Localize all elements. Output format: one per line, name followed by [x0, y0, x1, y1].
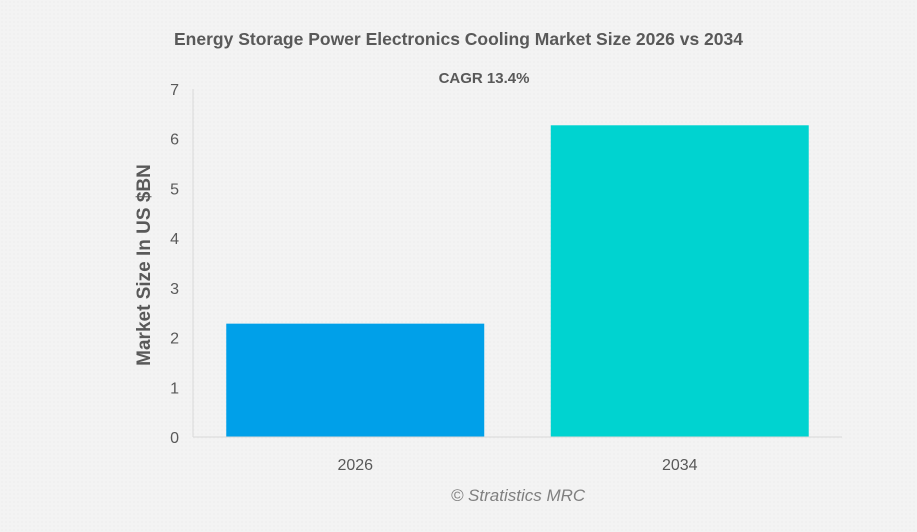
- x-tick-label: 2026: [337, 457, 373, 474]
- y-tick-label: 7: [170, 82, 179, 99]
- y-tick-label: 3: [170, 281, 179, 298]
- x-tick-label: 2034: [662, 457, 698, 474]
- bar-2026: [226, 323, 485, 437]
- bar-2034: [550, 125, 809, 437]
- y-tick-label: 4: [170, 231, 179, 248]
- y-tick-label: 0: [170, 430, 179, 447]
- y-tick-label: 5: [170, 181, 179, 198]
- y-tick-label: 1: [170, 380, 179, 397]
- chart-title: Energy Storage Power Electronics Cooling…: [174, 29, 743, 49]
- chart-subtitle: CAGR 13.4%: [438, 70, 530, 87]
- watermark: © Stratistics MRC: [450, 486, 586, 505]
- y-tick-label: 6: [170, 132, 179, 149]
- y-tick-label: 2: [170, 331, 179, 348]
